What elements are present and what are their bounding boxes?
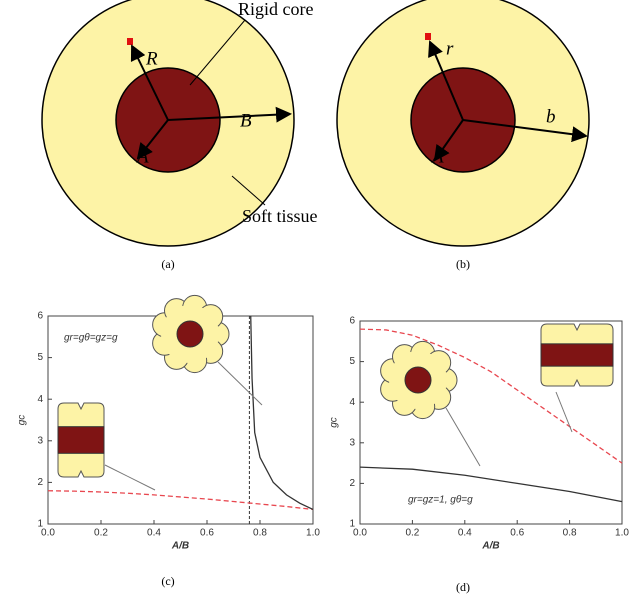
series-line xyxy=(250,315,314,511)
caption: (c) xyxy=(161,574,174,588)
y-tick-label: 3 xyxy=(37,435,43,446)
label: Soft tissue xyxy=(242,206,318,226)
pointer xyxy=(555,391,573,433)
diagram-b: r A b (b) xyxy=(336,0,590,271)
label: B xyxy=(240,110,252,131)
x-tick-label: 1.0 xyxy=(306,528,320,539)
annotation: gr=gθ=gz=g xyxy=(64,333,118,344)
y-tick-label: 2 xyxy=(349,478,355,489)
caption: (b) xyxy=(456,257,470,271)
x-tick-label: 0.6 xyxy=(200,528,214,539)
y-tick-label: 6 xyxy=(37,311,43,322)
inset-shape xyxy=(57,426,105,454)
x-tick-label: 0.0 xyxy=(353,528,367,539)
y-tick-label: 5 xyxy=(37,352,43,363)
inset-shape xyxy=(404,366,432,394)
series-line xyxy=(359,328,623,464)
pointer xyxy=(217,361,263,406)
y-axis-label: gc xyxy=(329,417,340,428)
label: A xyxy=(135,146,149,167)
x-tick-label: 1.0 xyxy=(615,528,629,539)
series-line xyxy=(47,490,314,511)
y-tick-label: 1 xyxy=(349,519,355,530)
diagram-a: Rigid core R A B Soft tissue (a) xyxy=(41,0,318,271)
caption: (d) xyxy=(456,580,470,594)
y-tick-label: 3 xyxy=(349,437,355,448)
x-axis-label: A/B xyxy=(481,541,499,552)
x-tick-label: 0.2 xyxy=(94,528,108,539)
pointer xyxy=(445,407,481,467)
label: b xyxy=(546,106,556,127)
caption: (a) xyxy=(161,257,174,271)
y-tick-label: 2 xyxy=(37,477,43,488)
pointer xyxy=(104,464,156,491)
y-tick-label: 5 xyxy=(349,356,355,367)
inset-shape xyxy=(540,343,614,367)
label: A xyxy=(430,146,444,167)
annotation: gr=gz=1, gθ=g xyxy=(408,495,473,506)
inset-shape xyxy=(176,320,204,348)
x-tick-label: 0.2 xyxy=(405,528,419,539)
label: R xyxy=(145,48,158,69)
x-tick-label: 0.6 xyxy=(510,528,524,539)
y-axis-label: gc xyxy=(17,415,28,426)
y-tick-label: 4 xyxy=(37,394,43,405)
plot-frame xyxy=(359,320,623,525)
y-tick-label: 4 xyxy=(349,397,355,408)
label: r xyxy=(446,38,454,59)
y-tick-label: 6 xyxy=(349,316,355,327)
y-tick-label: 1 xyxy=(37,519,43,530)
x-tick-label: 0.4 xyxy=(147,528,161,539)
x-tick-label: 0.8 xyxy=(563,528,577,539)
x-tick-label: 0.8 xyxy=(253,528,267,539)
series-line xyxy=(359,466,623,503)
label: Rigid core xyxy=(238,0,313,19)
x-tick-label: 0.4 xyxy=(458,528,472,539)
x-axis-label: A/B xyxy=(171,541,189,552)
x-tick-label: 0.0 xyxy=(41,528,55,539)
